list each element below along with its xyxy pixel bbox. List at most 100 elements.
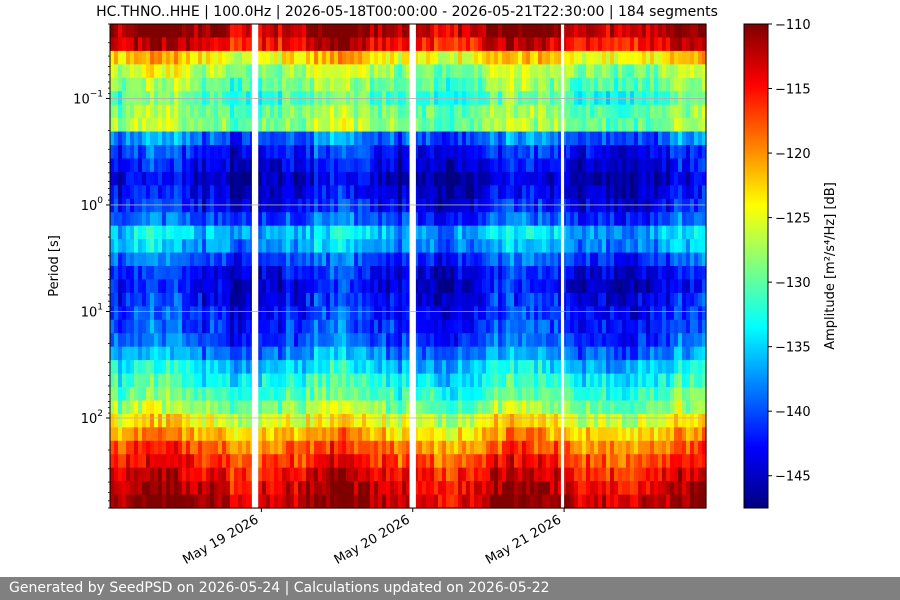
heatmap-cell xyxy=(466,50,471,65)
heatmap-cell xyxy=(654,50,659,65)
heatmap-cell xyxy=(146,360,151,375)
heatmap-cell xyxy=(186,387,191,402)
heatmap-cell xyxy=(314,387,319,402)
heatmap-cell xyxy=(622,252,627,267)
heatmap-cell xyxy=(154,50,159,65)
heatmap-cell xyxy=(498,37,503,52)
heatmap-cell xyxy=(342,37,347,52)
heatmap-cell xyxy=(470,118,475,133)
heatmap-cell xyxy=(614,131,619,146)
heatmap-cell xyxy=(598,413,603,428)
heatmap-cell xyxy=(190,239,195,254)
heatmap-cell xyxy=(110,225,115,240)
heatmap-cell xyxy=(242,481,247,496)
heatmap-cell xyxy=(242,252,247,267)
heatmap-cell xyxy=(654,279,659,294)
heatmap-cell xyxy=(270,266,275,281)
heatmap-cell xyxy=(594,198,599,213)
heatmap-cell xyxy=(338,104,343,119)
heatmap-cell xyxy=(346,346,351,361)
heatmap-cell xyxy=(246,145,251,160)
heatmap-cell xyxy=(206,225,211,240)
heatmap-cell xyxy=(138,131,143,146)
heatmap-cell xyxy=(530,440,535,455)
heatmap-cell xyxy=(206,360,211,375)
heatmap-cell xyxy=(362,360,367,375)
heatmap-cell xyxy=(278,104,283,119)
heatmap-cell xyxy=(434,77,439,92)
heatmap-cell xyxy=(142,333,147,348)
heatmap-cell xyxy=(366,131,371,146)
heatmap-cell xyxy=(422,239,427,254)
heatmap-cell xyxy=(146,171,151,186)
heatmap-cell xyxy=(146,50,151,65)
heatmap-cell xyxy=(370,387,375,402)
heatmap-cell xyxy=(346,400,351,415)
heatmap-cell xyxy=(614,387,619,402)
heatmap-cell xyxy=(418,118,423,133)
heatmap-cell xyxy=(562,319,567,334)
heatmap-cell xyxy=(298,77,303,92)
heatmap-cell xyxy=(278,37,283,52)
heatmap-cell xyxy=(206,212,211,227)
heatmap-cell xyxy=(362,64,367,79)
heatmap-cell xyxy=(142,413,147,428)
heatmap-cell xyxy=(530,387,535,402)
heatmap-cell xyxy=(206,319,211,334)
heatmap-cell xyxy=(302,37,307,52)
heatmap-cell xyxy=(382,145,387,160)
heatmap-cell xyxy=(490,77,495,92)
heatmap-cell xyxy=(554,494,559,509)
heatmap-cell xyxy=(326,266,331,281)
heatmap-cell xyxy=(574,387,579,402)
heatmap-cell xyxy=(150,427,155,442)
heatmap-cell xyxy=(378,346,383,361)
heatmap-cell xyxy=(502,494,507,509)
heatmap-cell xyxy=(390,24,395,39)
heatmap-cell xyxy=(126,212,131,227)
heatmap-cell xyxy=(446,225,451,240)
heatmap-cell xyxy=(354,360,359,375)
heatmap-cell xyxy=(478,440,483,455)
heatmap-cell xyxy=(658,481,663,496)
heatmap-cell xyxy=(458,64,463,79)
heatmap-cell xyxy=(630,252,635,267)
heatmap-cell xyxy=(178,239,183,254)
heatmap-cell xyxy=(422,494,427,509)
heatmap-cell xyxy=(630,50,635,65)
heatmap-cell xyxy=(510,198,515,213)
heatmap-cell xyxy=(266,494,271,509)
heatmap-cell xyxy=(202,252,207,267)
heatmap-cell xyxy=(330,454,335,469)
heatmap-cell xyxy=(150,373,155,388)
heatmap-cell xyxy=(430,131,435,146)
heatmap-cell xyxy=(346,198,351,213)
heatmap-cell xyxy=(246,306,251,321)
heatmap-cell xyxy=(590,145,595,160)
heatmap-cell xyxy=(202,212,207,227)
heatmap-cell xyxy=(230,494,235,509)
heatmap-cell xyxy=(122,145,127,160)
heatmap-cell xyxy=(550,131,555,146)
heatmap-cell xyxy=(282,279,287,294)
heatmap-cell xyxy=(342,252,347,267)
heatmap-cell xyxy=(370,467,375,482)
heatmap-cell xyxy=(466,292,471,307)
heatmap-cell xyxy=(654,319,659,334)
heatmap-cell xyxy=(562,440,567,455)
heatmap-cell xyxy=(438,212,443,227)
heatmap-cell xyxy=(494,64,499,79)
heatmap-cell xyxy=(150,225,155,240)
heatmap-cell xyxy=(382,427,387,442)
heatmap-cell xyxy=(194,239,199,254)
heatmap-cell xyxy=(438,64,443,79)
heatmap-cell xyxy=(618,333,623,348)
heatmap-cell xyxy=(630,360,635,375)
heatmap-cell xyxy=(298,239,303,254)
heatmap-cell xyxy=(378,387,383,402)
heatmap-cell xyxy=(606,145,611,160)
heatmap-cell xyxy=(554,360,559,375)
heatmap-cell xyxy=(546,413,551,428)
heatmap-cell xyxy=(298,279,303,294)
heatmap-cell xyxy=(574,494,579,509)
